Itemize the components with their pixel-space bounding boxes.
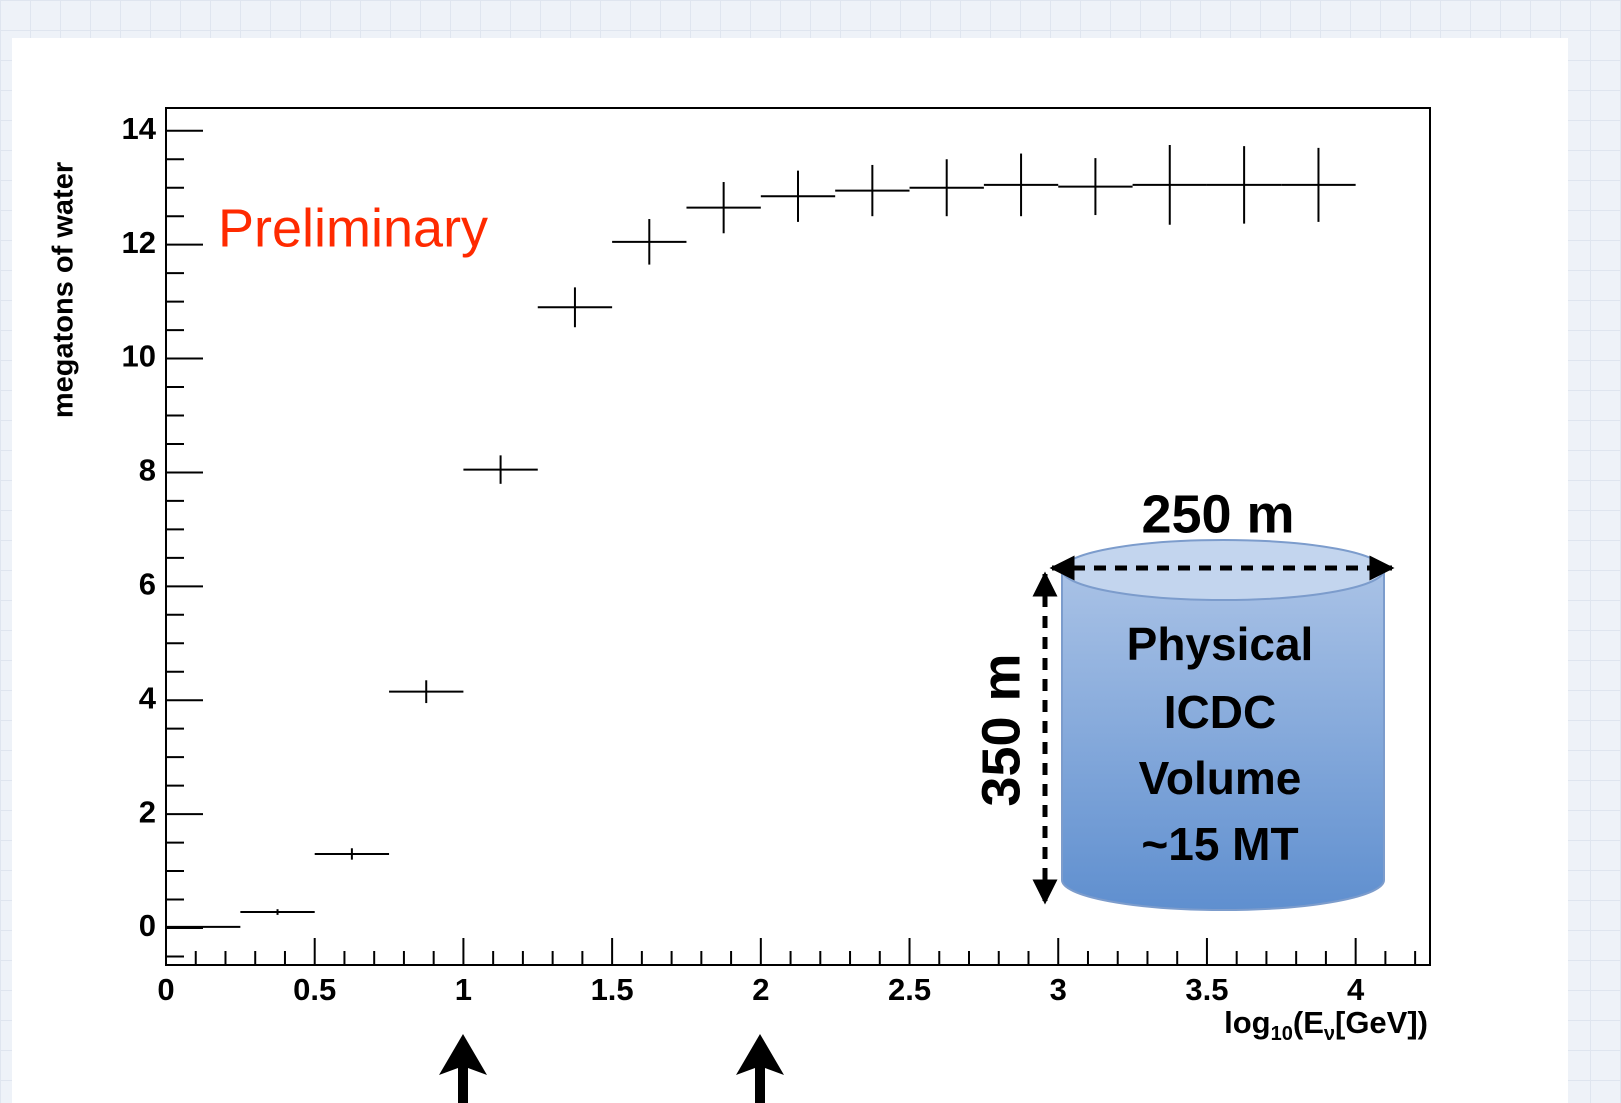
- x-tick-label: 2: [752, 972, 769, 1007]
- x-tick-label: 3: [1050, 972, 1067, 1007]
- y-tick-label: 14: [122, 111, 157, 146]
- volume-label: Physical: [1127, 618, 1314, 670]
- x-label-part: [GeV]): [1335, 1005, 1428, 1040]
- y-tick-label: 0: [139, 908, 156, 943]
- y-tick-label: 8: [139, 453, 156, 488]
- x-label-part: log: [1224, 1005, 1271, 1040]
- y-axis-label: megatons of water: [48, 162, 80, 418]
- plot-frame: [165, 107, 1431, 966]
- x-tick-label: 2.5: [888, 972, 931, 1007]
- width-label: 250 m: [1141, 484, 1294, 544]
- x-tick-label: 1.5: [591, 972, 634, 1007]
- x-label-part: ν: [1324, 1023, 1335, 1045]
- pointer-arrow: [736, 1034, 784, 1103]
- x-tick-label: 0.5: [293, 972, 336, 1007]
- x-tick-label: 0: [157, 972, 174, 1007]
- volume-label: ICDC: [1164, 686, 1276, 738]
- y-tick-label: 6: [139, 567, 156, 602]
- x-axis-label: log10(Eν[GeV]): [1224, 1005, 1428, 1045]
- x-tick-label: 3.5: [1185, 972, 1228, 1007]
- x-tick-label: 1: [455, 972, 472, 1007]
- volume-label: ~15 MT: [1141, 818, 1298, 870]
- y-tick-label: 12: [122, 225, 156, 260]
- x-label-part: (E: [1293, 1005, 1324, 1040]
- pointer-arrow: [439, 1034, 487, 1103]
- x-tick-label: 4: [1347, 972, 1365, 1007]
- y-tick-label: 4: [139, 680, 157, 715]
- y-tick-label: 2: [139, 794, 156, 829]
- cylinder: [1032, 539, 1395, 911]
- height-label: 350 m: [971, 653, 1031, 806]
- volume-label: Volume: [1139, 752, 1302, 804]
- y-tick-label: 10: [122, 339, 156, 374]
- preliminary-label: Preliminary: [218, 198, 488, 258]
- x-label-part: 10: [1271, 1023, 1293, 1045]
